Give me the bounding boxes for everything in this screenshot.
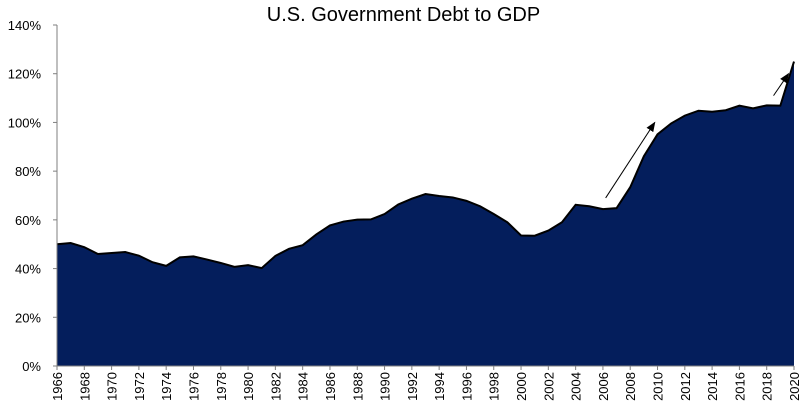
- x-tick-label: 1972: [132, 372, 147, 401]
- x-tick-label: 1994: [432, 372, 447, 401]
- x-tick-label: 1966: [50, 372, 65, 401]
- x-tick-label: 1990: [378, 372, 393, 401]
- x-tick-label: 2006: [596, 372, 611, 401]
- x-tick-label: 1982: [268, 372, 283, 401]
- y-tick-label: 0%: [22, 359, 41, 374]
- x-tick-label: 2002: [541, 372, 556, 401]
- x-tick-label: 2000: [514, 372, 529, 401]
- x-tick-label: 2020: [787, 372, 802, 401]
- debt-line: [56, 61, 795, 270]
- y-tick-label: 100%: [8, 115, 42, 130]
- x-tick-label: 1986: [323, 372, 338, 401]
- trend-arrow: [773, 72, 790, 96]
- debt-area: [57, 61, 794, 366]
- x-tick-label: 2016: [732, 372, 747, 401]
- x-tick-label: 1978: [214, 372, 229, 401]
- x-tick-label: 1970: [105, 372, 120, 401]
- chart-title: U.S. Government Debt to GDP: [266, 4, 541, 26]
- trend-arrow: [605, 121, 656, 199]
- y-tick-label: 80%: [15, 164, 41, 179]
- x-tick-label: 1996: [459, 372, 474, 401]
- x-tick-label: 2018: [760, 372, 775, 401]
- x-tick-label: 2014: [705, 372, 720, 401]
- y-tick-label: 20%: [15, 310, 41, 325]
- x-tick-label: 1968: [77, 372, 92, 401]
- x-tick-label: 2008: [623, 372, 638, 401]
- y-tick-label: 140%: [8, 18, 42, 33]
- x-tick-label: 1976: [186, 372, 201, 401]
- x-tick-label: 1988: [350, 372, 365, 401]
- x-tick-label: 2004: [569, 372, 584, 401]
- x-tick-label: 1998: [487, 372, 502, 401]
- y-tick-label: 40%: [15, 262, 41, 277]
- x-tick-label: 1980: [241, 372, 256, 401]
- x-tick-label: 1992: [405, 372, 420, 401]
- x-tick-label: 1984: [296, 372, 311, 401]
- x-tick-label: 1974: [159, 372, 174, 401]
- x-tick-label: 2010: [651, 372, 666, 401]
- y-tick-label: 60%: [15, 213, 41, 228]
- x-tick-label: 2012: [678, 372, 693, 401]
- y-tick-label: 120%: [8, 67, 42, 82]
